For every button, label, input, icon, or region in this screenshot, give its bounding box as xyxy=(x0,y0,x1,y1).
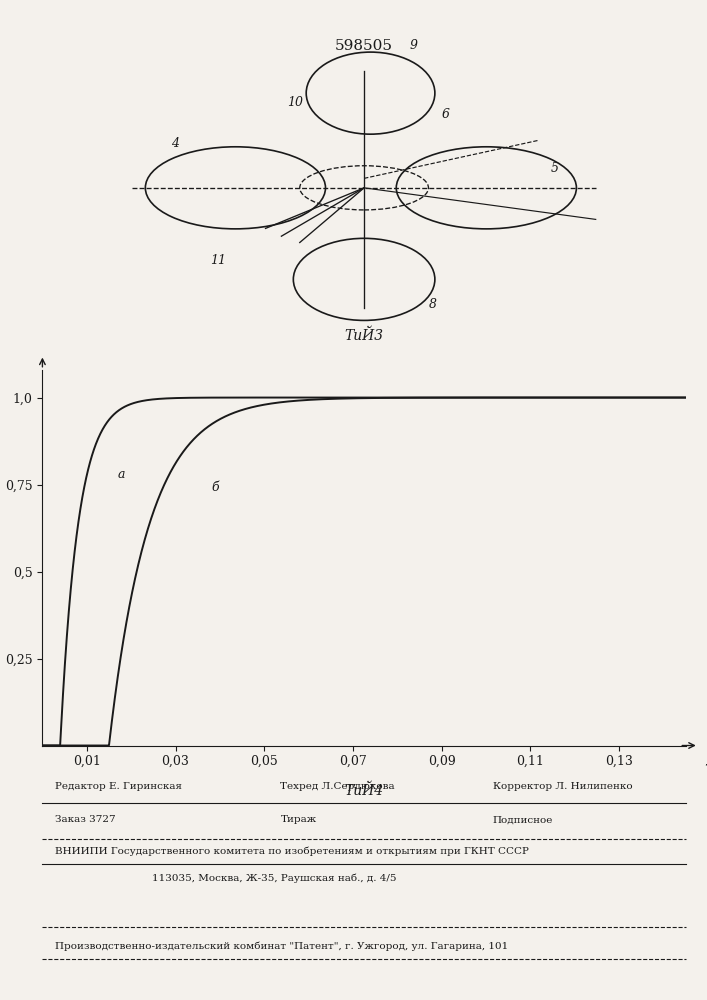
Text: ΤиЙ3: ΤиЙ3 xyxy=(344,328,384,343)
Text: Техред Л.Сердюкова: Техред Л.Сердюкова xyxy=(281,782,395,791)
Text: Редактор Е. Гиринская: Редактор Е. Гиринская xyxy=(55,782,182,791)
Text: 5: 5 xyxy=(551,162,559,175)
Text: Тираж: Тираж xyxy=(281,815,317,824)
Text: 598505: 598505 xyxy=(335,39,393,53)
Text: Производственно-издательский комбинат "Патент", г. Ужгород, ул. Гагарина, 101: Производственно-издательский комбинат "П… xyxy=(55,941,508,951)
Text: 4: 4 xyxy=(171,137,179,150)
Text: 8: 8 xyxy=(428,298,436,311)
Text: ВНИИПИ Государственного комитета по изобретениям и открытиям при ГКНТ СССР: ВНИИПИ Государственного комитета по изоб… xyxy=(55,846,529,856)
Text: ΤиЙ4: ΤиЙ4 xyxy=(344,783,384,798)
Text: Заказ 3727: Заказ 3727 xyxy=(55,815,116,824)
Text: a: a xyxy=(118,468,125,481)
Text: 9: 9 xyxy=(409,39,417,52)
Text: б: б xyxy=(211,481,218,494)
Text: τ3, с: τ3, с xyxy=(705,761,707,774)
Text: 11: 11 xyxy=(210,254,226,267)
Text: Корректор Л. Нилипенко: Корректор Л. Нилипенко xyxy=(493,782,632,791)
Text: Подписное: Подписное xyxy=(493,815,553,824)
Text: 10: 10 xyxy=(287,96,303,109)
Text: 113035, Москва, Ж-35, Раушская наб., д. 4/5: 113035, Москва, Ж-35, Раушская наб., д. … xyxy=(152,874,397,883)
Text: 6: 6 xyxy=(441,108,450,121)
